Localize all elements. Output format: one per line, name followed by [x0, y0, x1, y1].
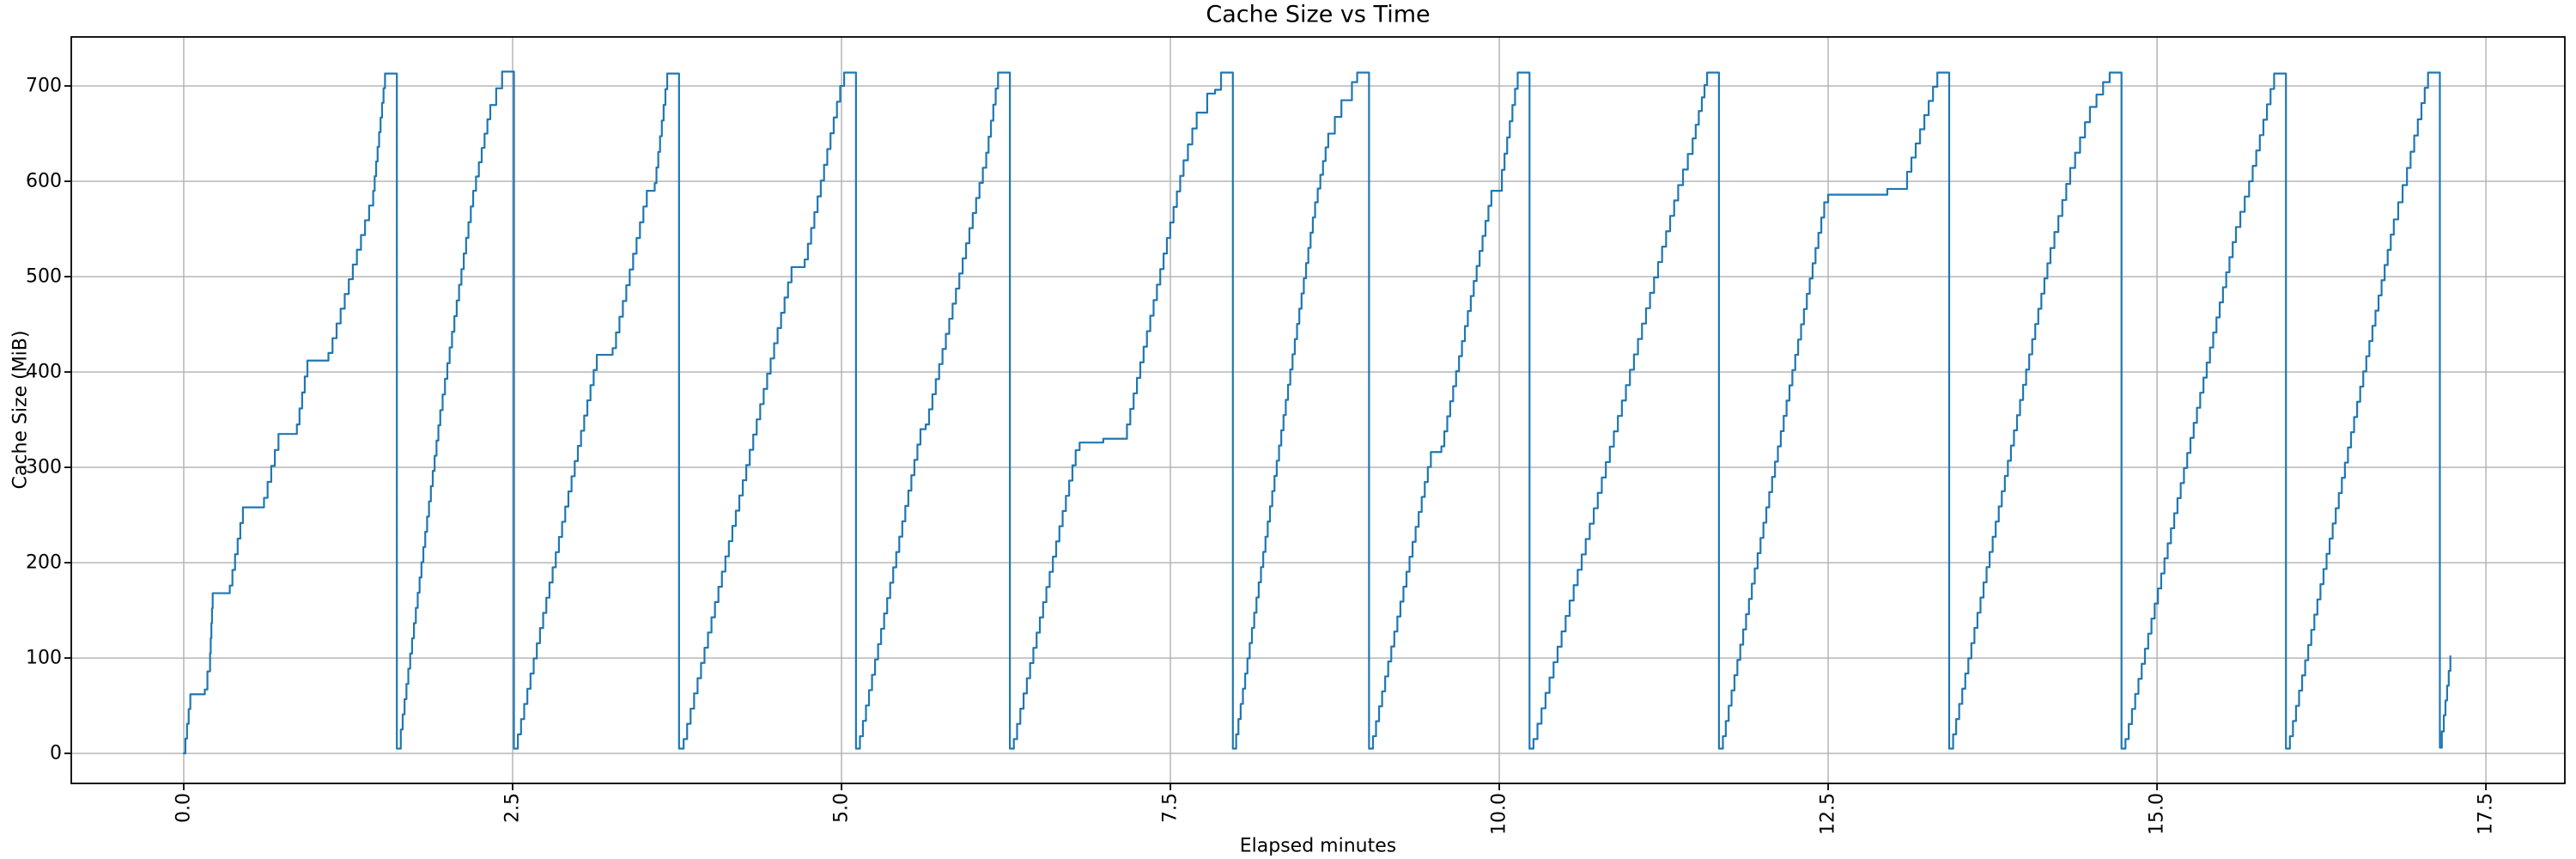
axis-ticks — [64, 85, 2487, 790]
grid-lines — [71, 37, 2565, 783]
tick-labels: 0.0 2.5 5.0 7.5 10.0 12.5 15.0 17.5 0 100 200 300 40… — [26, 76, 2497, 835]
x-tick-label: 15.0 — [2147, 793, 2168, 835]
x-tick-label: 2.5 — [502, 793, 524, 823]
y-tick-label: 200 — [26, 552, 62, 574]
y-tick-label: 400 — [26, 362, 62, 383]
x-tick-label: 0.0 — [173, 793, 194, 823]
x-tick-label: 5.0 — [831, 793, 853, 823]
y-axis-label: Cache Size (MiB) — [10, 331, 32, 490]
y-tick-label: 700 — [26, 76, 62, 97]
chart-title: Cache Size vs Time — [1206, 2, 1430, 28]
y-tick-label: 600 — [26, 171, 62, 192]
x-tick-label: 12.5 — [1818, 793, 1839, 835]
x-tick-label: 7.5 — [1160, 793, 1182, 823]
y-tick-label: 100 — [26, 648, 62, 669]
x-tick-label: 10.0 — [1489, 793, 1510, 835]
x-tick-label: 17.5 — [2476, 793, 2497, 835]
y-tick-label: 500 — [26, 266, 62, 288]
plot-border — [70, 36, 2566, 784]
y-tick-label: 300 — [26, 457, 62, 478]
x-axis-label: Elapsed minutes — [1240, 836, 1396, 857]
cache-size-line — [182, 70, 2451, 755]
y-tick-label: 0 — [50, 743, 62, 765]
series-layer — [182, 70, 2451, 755]
